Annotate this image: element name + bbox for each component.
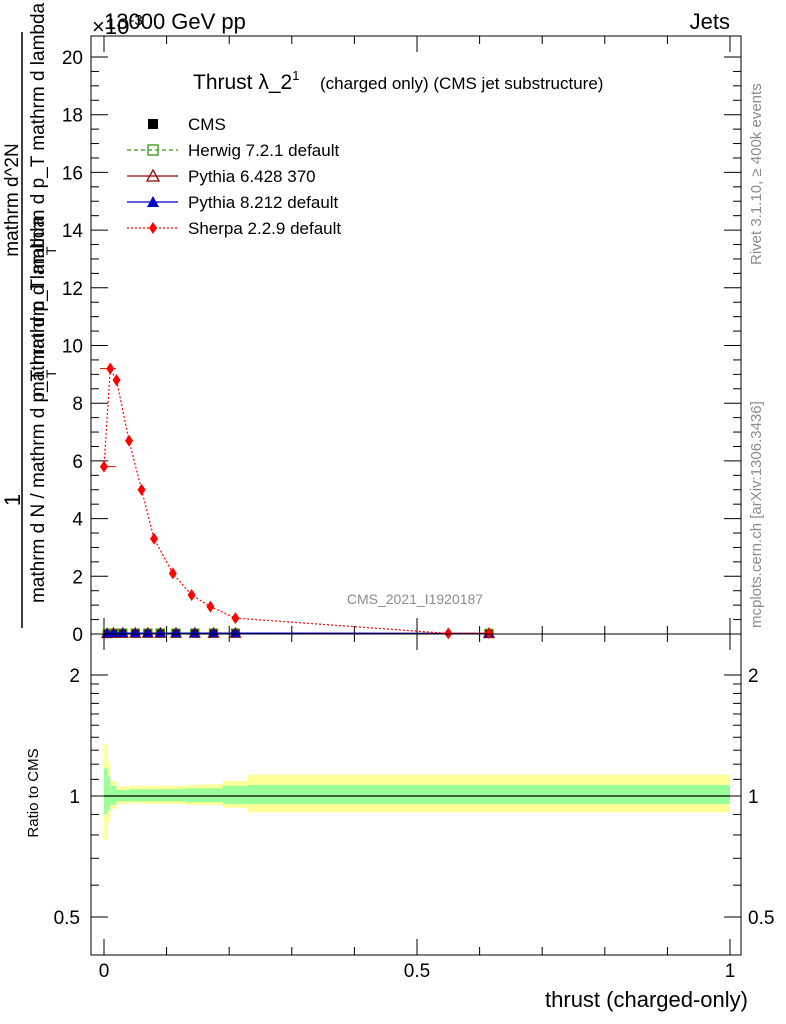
herwig-point [147,144,159,156]
legend-label: Sherpa 2.2.9 default [188,219,341,238]
ratio-xtick-label: 1 [725,961,736,982]
exponent-value: -3 [129,12,142,29]
pythia8-point [230,628,241,638]
main-ytick-label: 4 [72,510,83,531]
legend-label: Herwig 7.2.1 default [188,141,339,160]
pythia6-point [145,168,161,182]
main-ytick-label: 16 [62,163,83,184]
series-sherpa [100,362,493,640]
legend-label: CMS [188,115,226,134]
main-ytick-label: 14 [62,221,84,242]
ratio-ytick-label: 1 [69,787,80,808]
cms-point [148,119,158,129]
ratio-ytick-label: 2 [69,666,80,687]
main-title: Thrust λ_21 [193,68,299,94]
sherpa-point [206,600,215,613]
ratio-band-inner [222,785,248,805]
sherpa-point [149,222,157,234]
ratio-band-inner [110,785,117,805]
sherpa-point [112,374,121,387]
ratio-band-inner [129,789,142,802]
ratio-ytick-label-right: 0.5 [748,908,774,929]
legend-entry-cms: CMS [148,115,226,134]
legend-entry-pythia8: Pythia 8.212 default [127,193,339,212]
ratio-ytick-label: 0.5 [54,908,80,929]
pythia8-point [142,628,153,638]
ratio-ytick-label-right: 2 [748,666,759,687]
legend-entry-pythia6: Pythia 6.428 370 [127,167,316,186]
ylabel-fraction-top: 1 [0,494,25,506]
ratio-band-inner [104,768,108,815]
pythia8-point [117,628,128,638]
legend: CMS Herwig 7.2.1 default Pythia 6.428 370 P… [127,115,341,238]
sherpa-point [231,612,240,625]
ratio-band-inner [154,789,167,802]
ratio-xtick-label: 0 [99,961,110,982]
legend-label: Pythia 6.428 370 [188,167,316,186]
ratio-bands [104,743,731,840]
sherpa-point [187,589,196,602]
sherpa-point [484,627,493,640]
ylabel-sub-t2: T [43,369,59,378]
legend-entry-sherpa: Sherpa 2.2.9 default [127,219,341,238]
pythia8-point [108,628,119,638]
header-category: Jets [690,9,730,34]
legend-label: Pythia 8.212 default [188,193,339,212]
main-title-sup: 1 [292,68,299,83]
main-subtitle: (charged only) (CMS jet substructure) [320,74,603,93]
main-ytick-label: 2 [72,567,83,588]
main-ytick-label: 8 [72,394,83,415]
exponent-label: ×10-3 [92,12,143,39]
ylabel-rhs-top: mathrm d^2N [2,143,23,256]
main-ylabel: 1 mathrm d N / mathrm d p_T mathrm d lam… [0,2,59,628]
main-ytick-label: 12 [62,279,83,300]
ylabel-main-text: mathrm d N / mathrm d p_T mathrm d lambd… [28,217,49,604]
main-axes: 0 2 4 6 8 10 12 14 16 18 20 [62,36,741,646]
ratio-axes: 0.5 0.5 1 1 2 2 0 0.5 1 [54,634,774,982]
pythia8-point [208,628,219,638]
pythia8-point [189,628,200,638]
main-ytick-label: 20 [62,48,83,69]
sherpa-point [168,567,177,580]
ratio-band-inner [141,789,155,802]
ratio-band-inner [185,788,205,803]
ratio-xtick-label: 0.5 [404,961,430,982]
sherpa-point [137,483,146,496]
sherpa-point [444,627,453,640]
sherpa-point [125,434,134,447]
main-ytick-label: 18 [62,106,83,127]
ratio-ylabel: Ratio to CMS [25,748,42,837]
xaxis-label: thrust (charged-only) [545,987,748,1012]
watermark: CMS_2021_I1920187 [347,591,483,607]
ratio-band-inner [247,785,731,805]
main-ytick-label: 6 [72,452,83,473]
main-title-group: Thrust λ_21 (charged only) (CMS jet subs… [193,68,603,94]
ratio-band-inner [107,776,111,811]
mcplots-label: mcplots.cern.ch [arXiv:1306.3436] [748,401,765,628]
ylabel-sub-t1: T [43,246,59,255]
legend-entry-herwig: Herwig 7.2.1 default [127,141,339,160]
ratio-ytick-label-right: 1 [748,787,759,808]
pythia8-point [170,628,181,638]
ylabel-rhs-bottom: mathrm d p_T mathrm d p_T mathrm d lambd… [28,2,49,397]
pythia8-point [147,196,159,207]
ratio-band-inner [204,788,223,803]
sherpa-point [150,532,159,545]
pythia8-point [155,628,166,638]
ratio-plot-frame [90,633,742,956]
header-energy: 13000 GeV pp [104,9,246,34]
rivet-label: Rivet 3.1.10, ≥ 400k events [748,83,765,265]
main-ytick-label: 0 [72,625,83,646]
pythia8-point [130,628,141,638]
ratio-band-inner [166,789,186,802]
main-ytick-label: 10 [62,337,83,358]
main-series-group [100,362,496,640]
